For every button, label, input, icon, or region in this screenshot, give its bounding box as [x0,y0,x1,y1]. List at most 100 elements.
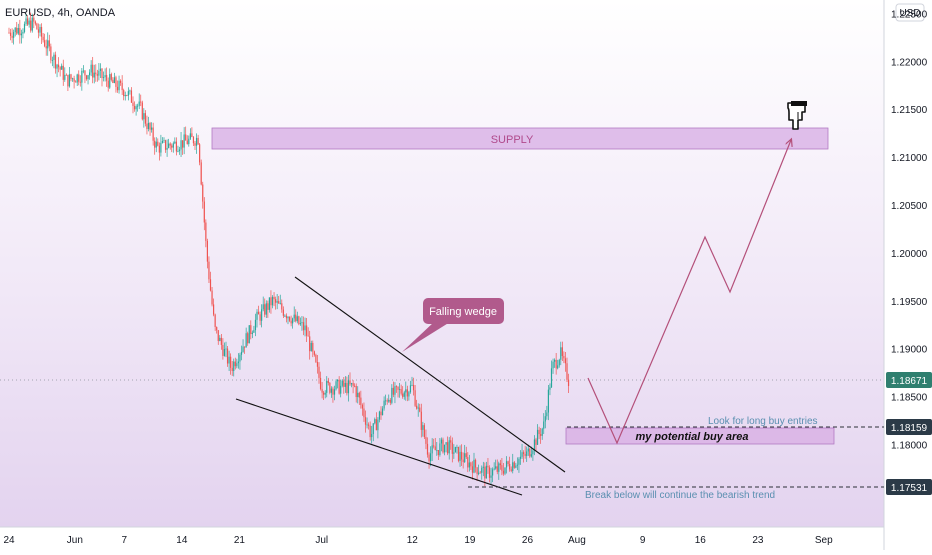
candle [445,442,447,453]
candle [504,467,506,476]
time-tick-label: 26 [522,535,534,546]
candle [498,461,500,480]
bearish-break-line[interactable]: Break below will continue the bearish tr… [468,486,884,501]
candle [185,126,187,141]
candle [487,458,489,474]
candle [512,453,514,474]
long-entry-price-value: 1.18159 [891,423,928,434]
candle [102,71,105,82]
time-axis-background [0,527,884,550]
projection-path[interactable] [587,140,791,445]
candle [225,341,227,358]
candle [323,390,325,400]
candle [78,70,80,86]
time-tick-label: Aug [568,535,586,546]
candle [354,383,356,388]
candle [141,100,143,121]
falling-wedge-lines[interactable] [235,276,566,496]
candle [214,313,216,331]
candle [271,295,274,309]
candle [143,108,145,128]
candle [133,101,136,112]
candle [299,317,301,326]
candle [321,382,323,399]
candle [318,362,320,384]
long-entry-label: Look for long buy entries [708,416,818,427]
candle [530,446,532,458]
candle [180,131,182,158]
candle [313,350,315,357]
candle [247,331,249,346]
candle [439,437,441,457]
candle [152,122,154,146]
falling-wedge-callout[interactable]: Falling wedge [402,298,504,352]
candle [95,64,97,82]
bearish-break-price-label[interactable]: 1.17531 [886,479,932,495]
candle [541,427,543,440]
candle [381,406,384,416]
candle [561,341,563,361]
candle [123,88,125,101]
long-entry-line[interactable]: Look for long buy entries [567,416,884,428]
candle [228,350,230,371]
candle [538,426,540,440]
candle [554,358,556,368]
candle [234,357,236,370]
supply-zone[interactable]: SUPPLY [211,127,829,150]
long-entry-price-label[interactable]: 1.18159 [886,419,932,435]
candle [533,435,536,456]
candle [147,116,150,132]
candle [113,72,115,84]
candle [368,422,370,430]
candle [302,316,305,336]
candle [200,159,202,186]
candle [375,412,377,431]
candle [485,461,487,479]
time-tick-label: 21 [234,535,246,546]
bearish-break-price-value: 1.17531 [891,483,928,494]
candle [268,297,270,313]
candle [79,75,81,87]
candle [409,380,412,394]
candle [496,459,498,475]
candle [257,305,260,315]
candle [425,429,427,450]
candle [509,456,511,472]
candle [261,304,263,328]
candle [461,444,463,466]
plot-background [0,0,884,527]
candle [440,437,443,452]
price-axis[interactable]: 1.22500 1.22000 1.21500 1.21000 1.20500 1.200… [891,9,928,451]
candle [369,421,371,441]
last-price-label[interactable]: 1.18671 [886,372,932,388]
price-tick-label: 1.20000 [891,249,928,260]
candle [341,379,343,388]
candle [519,450,522,465]
candle [126,94,128,97]
candle [476,466,478,481]
candle [101,68,103,87]
candle [462,452,464,469]
candle [324,390,326,399]
candle [464,444,466,463]
candle [310,340,312,352]
candle [516,457,518,471]
candle [529,447,531,459]
supply-zone-label: SUPPLY [491,134,534,146]
candle [27,15,29,26]
candle [397,386,399,398]
candle [70,73,72,82]
candle [23,21,26,34]
candle [371,425,373,444]
candle [44,33,46,48]
candle [171,143,173,153]
time-axis[interactable]: 24 Jun 7 14 21 Jul 12 19 26 Aug 9 16 23 Sep [3,535,833,546]
currency-button[interactable]: USD [895,3,925,22]
candle [254,313,257,337]
buy-zone[interactable]: my potential buy area [565,427,835,445]
candle [287,316,289,325]
candle [426,437,429,458]
candle [205,219,207,248]
candle [265,300,267,318]
